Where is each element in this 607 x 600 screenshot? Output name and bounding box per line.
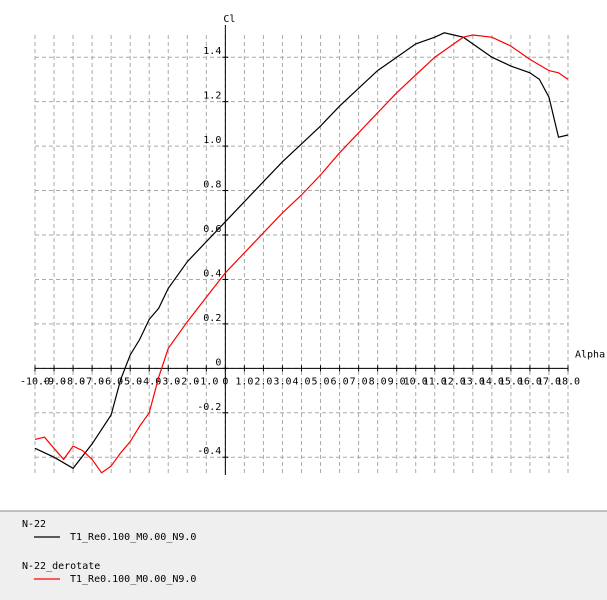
y-tick-label: -0.4	[197, 446, 221, 457]
y-tick-label: 0.6	[203, 224, 221, 235]
y-tick-label: 0.2	[203, 313, 221, 324]
y-tick-label: 1.0	[203, 135, 221, 146]
y-tick-label: 0	[215, 357, 221, 368]
x-tick-label: 4.0	[292, 376, 310, 387]
x-tick-label: -5.0	[118, 376, 142, 387]
x-axis-label: Alpha	[575, 349, 605, 360]
x-tick-label: -1.0	[194, 376, 218, 387]
x-tick-label: 15.0	[499, 376, 523, 387]
x-tick-label: 8.0	[369, 376, 387, 387]
legend-group: N-22	[22, 519, 46, 530]
legend-label: T1_Re0.100_M0.00_N9.0	[70, 532, 196, 543]
x-tick-label: 7.0	[350, 376, 368, 387]
legend-panel	[0, 511, 607, 600]
x-tick-label: -4.0	[137, 376, 161, 387]
x-tick-label: -3.0	[156, 376, 180, 387]
x-tick-label: 14.0	[480, 376, 504, 387]
y-tick-label: 1.2	[203, 91, 221, 102]
x-tick-label: 9.0	[388, 376, 406, 387]
x-tick-label: -8.0	[61, 376, 85, 387]
legend-label: T1_Re0.100_M0.00_N9.0	[70, 574, 196, 585]
x-tick-label: 1.0	[235, 376, 253, 387]
y-tick-label: 0.4	[203, 268, 221, 279]
x-tick-label: -6.0	[99, 376, 123, 387]
x-tick-label: 3.0	[273, 376, 291, 387]
x-tick-label: -10.0	[20, 376, 50, 387]
x-tick-label: 16.0	[518, 376, 542, 387]
x-tick-label: 2.0	[254, 376, 272, 387]
x-tick-label: 6.0	[331, 376, 349, 387]
x-tick-label: 11.0	[423, 376, 447, 387]
x-tick-label: 10.0	[404, 376, 428, 387]
x-tick-label: -7.0	[80, 376, 104, 387]
x-tick-label: -2.0	[175, 376, 199, 387]
y-tick-label: 1.4	[203, 46, 221, 57]
y-tick-label: -0.2	[197, 402, 221, 413]
legend-group: N-22_derotate	[22, 561, 100, 572]
x-tick-label: 13.0	[461, 376, 485, 387]
x-tick-label: 17.0	[537, 376, 561, 387]
x-tick-label: -9.0	[42, 376, 66, 387]
y-axis-label: Cl	[223, 14, 235, 25]
series-line	[34, 32, 569, 470]
x-tick-label: 18.0	[556, 376, 580, 387]
series-line	[34, 34, 569, 474]
y-tick-label: 0.8	[203, 180, 221, 191]
x-tick-label: 5.0	[312, 376, 330, 387]
x-tick-label: 12.0	[442, 376, 466, 387]
